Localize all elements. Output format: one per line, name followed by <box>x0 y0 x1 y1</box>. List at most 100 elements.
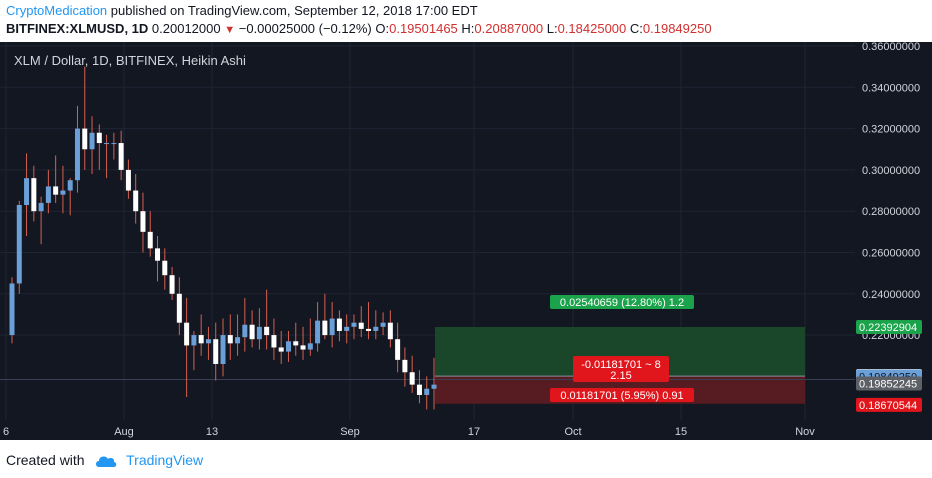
symbol-label: BITFINEX:XLMUSD, 1D <box>6 21 149 36</box>
x-tick-label: Sep <box>340 426 360 438</box>
candle-body <box>198 335 204 344</box>
author-link[interactable]: CryptoMedication <box>6 3 108 18</box>
candle-body <box>118 143 124 170</box>
candle-body <box>82 128 88 150</box>
candle-body <box>96 132 102 144</box>
prev-price-tag: 0.19852245 <box>859 379 917 391</box>
candle-body <box>111 143 117 145</box>
y-tick-label: 0.32000000 <box>862 124 920 136</box>
low-label: L: <box>546 21 558 36</box>
candle-body <box>220 335 226 364</box>
tradingview-link[interactable]: TradingView <box>126 452 204 468</box>
candle-body <box>104 143 110 145</box>
candle-body <box>395 339 401 360</box>
candle-body <box>191 335 197 346</box>
candle-body <box>344 326 350 331</box>
symbol-info-bar: BITFINEX:XLMUSD, 1D 0.20012000 ▼ −0.0002… <box>6 21 712 36</box>
risk-label-box <box>550 388 694 402</box>
stop-price-tag: 0.18670544 <box>859 400 917 412</box>
low-value: 0.18425000 <box>557 21 627 36</box>
candle-body <box>424 388 430 395</box>
stop-price-tag-box <box>856 397 922 412</box>
candle-body <box>213 339 219 364</box>
candle-body <box>147 231 153 249</box>
candle-body <box>373 326 379 331</box>
candle-body <box>53 186 59 195</box>
candle-body <box>249 324 255 340</box>
last-price: 0.20012000 <box>151 21 221 36</box>
publish-info: CryptoMedication published on TradingVie… <box>6 3 478 18</box>
y-tick-label: 0.28000000 <box>862 206 920 218</box>
candle-body <box>380 322 386 327</box>
candle-body <box>416 384 422 395</box>
candle-body <box>31 178 37 212</box>
profit-label-box <box>550 295 694 309</box>
candle-body <box>315 320 321 344</box>
y-tick-label: 0.26000000 <box>862 247 920 259</box>
candle-body <box>205 339 211 344</box>
center-label-box <box>573 356 669 382</box>
candle-body <box>264 326 270 336</box>
candle-body <box>351 322 357 327</box>
candle-body <box>125 169 131 191</box>
candle-body <box>155 248 161 261</box>
x-tick-label: Oct <box>564 426 581 438</box>
candle-body <box>38 202 44 212</box>
chart-title: XLM / Dollar, 1D, BITFINEX, Heikin Ashi <box>14 53 246 68</box>
close-value: 0.19849250 <box>642 21 712 36</box>
candle-body <box>184 322 190 346</box>
candle-body <box>293 341 299 346</box>
down-triangle-icon: ▼ <box>224 24 236 36</box>
candle-body <box>322 320 328 336</box>
candle-body <box>176 293 182 323</box>
candle-body <box>60 190 66 195</box>
x-tick-label: 13 <box>206 426 218 438</box>
candle-body <box>89 132 95 150</box>
x-tick-label: Nov <box>795 426 815 438</box>
candle-body <box>9 283 15 336</box>
candle-body <box>300 345 306 350</box>
center-label-line1: -0.01181701 ~ 8 <box>581 359 661 371</box>
x-tick-label: 15 <box>675 426 687 438</box>
open-label: O: <box>375 21 390 36</box>
x-tick-label: Aug <box>114 426 134 438</box>
y-tick-label: 0.36000000 <box>862 42 920 53</box>
candle-body <box>285 341 291 352</box>
x-tick-label: 17 <box>468 426 480 438</box>
chart-area[interactable]: 0.02540659 (12.80%) 1.2 -0.01181701 ~ 8 2.… <box>0 42 932 440</box>
profit-label: 0.02540659 (12.80%) 1.2 <box>560 297 684 309</box>
candle-body <box>169 275 175 294</box>
target-price-tag: 0.22392904 <box>859 322 917 334</box>
target-price-tag-box <box>856 319 922 334</box>
high-value: 0.20887000 <box>474 21 544 36</box>
candlestick-chart[interactable]: 0.02540659 (12.80%) 1.2 -0.01181701 ~ 82.… <box>0 42 932 440</box>
candle-body <box>16 204 22 284</box>
candle-body <box>271 335 277 348</box>
candle-body <box>45 186 51 203</box>
y-tick-label: 0.30000000 <box>862 165 920 177</box>
open-value: 0.19501465 <box>389 21 458 36</box>
x-tick-label: 6 <box>3 426 9 438</box>
candle-body <box>74 128 80 181</box>
close-label: C: <box>629 21 643 36</box>
candle-body <box>140 211 146 232</box>
candle-body <box>235 337 241 344</box>
prev-price-tag-box <box>856 376 922 391</box>
candle-body <box>336 318 342 331</box>
published-text: published on TradingView.com, September … <box>110 3 478 18</box>
candle-body <box>387 322 393 340</box>
candle-body <box>409 372 415 385</box>
candle-body <box>329 318 335 336</box>
footer: Created with TradingView <box>6 452 203 468</box>
candle-body <box>402 359 408 373</box>
candle-body <box>133 190 139 212</box>
candle-body <box>307 343 313 350</box>
price-change: −0.00025000 (−0.12%) <box>238 21 372 36</box>
high-label: H: <box>461 21 475 36</box>
created-with-text: Created with <box>6 452 85 468</box>
candle-body <box>242 324 248 338</box>
candle-body <box>162 260 168 276</box>
y-tick-label: 0.24000000 <box>862 289 920 301</box>
candle-body <box>24 178 30 205</box>
center-label-line2: 2.15 <box>610 370 631 382</box>
